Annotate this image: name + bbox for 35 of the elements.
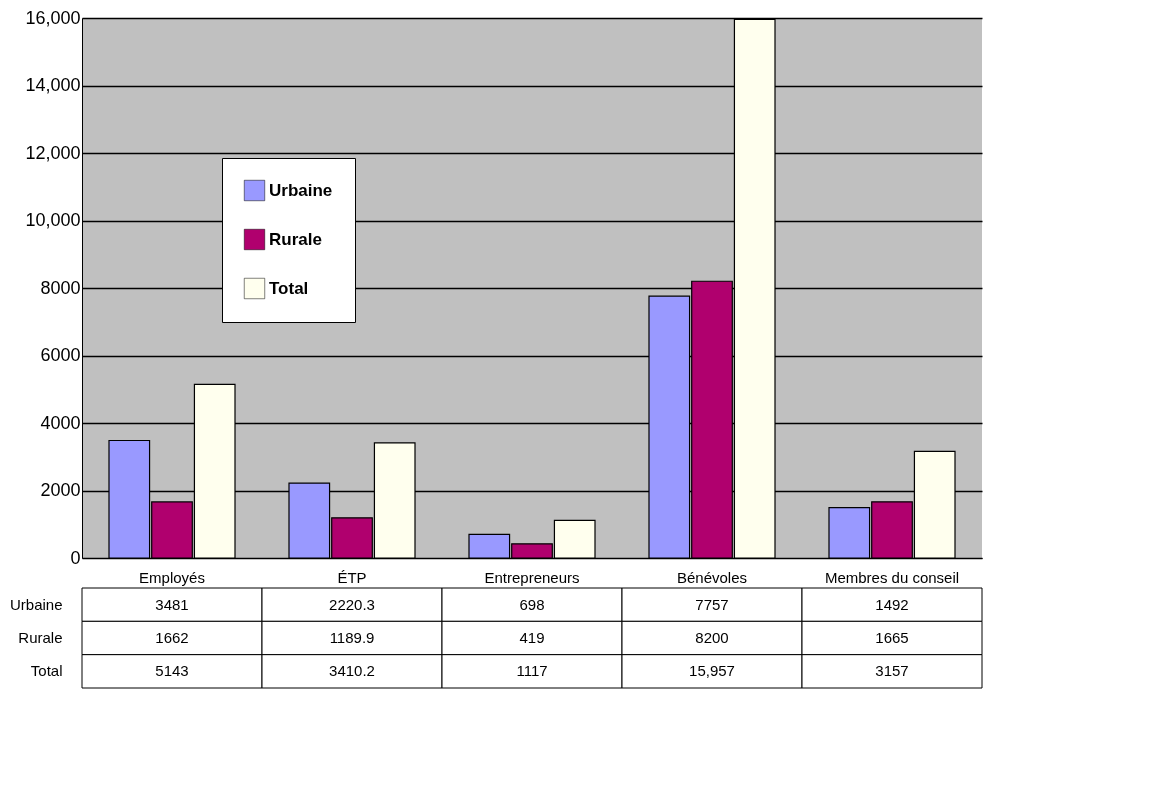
legend-label: Rurale: [269, 229, 322, 249]
data-label: 8200: [695, 629, 729, 646]
data-label: 419: [519, 629, 545, 646]
x-tick-label: Bénévoles: [676, 568, 748, 586]
y-tick-label: 12,000: [25, 142, 81, 163]
y-tick-label: 4000: [40, 412, 81, 433]
data-label: 1492: [875, 595, 909, 613]
x-tick-label: Employés: [139, 568, 205, 586]
data-label: 1117: [516, 662, 548, 680]
data-label: 1662: [155, 629, 189, 646]
y-tick-label: 10,000: [25, 210, 81, 230]
x-tick-label: Membres du conseil: [824, 568, 960, 586]
y-tick-label: 0: [70, 547, 81, 568]
data-label: 1189.9: [329, 629, 375, 646]
legend-label: Total: [269, 278, 309, 298]
text: Total: [30, 662, 63, 680]
text: Urbaine: [9, 595, 63, 613]
data-label: 3481: [155, 595, 189, 613]
data-label: 3410.2: [329, 662, 375, 680]
legend-label: Urbaine: [269, 180, 333, 200]
data-label: 2220.3: [329, 595, 375, 613]
y-tick-label: 14,000: [25, 75, 81, 95]
data-label: 5143: [155, 662, 189, 680]
y-tick-label: 16,000: [25, 7, 81, 28]
data-label: 3157: [875, 662, 909, 680]
x-tick-label: ÉTP: [337, 568, 367, 586]
data-label: 7757: [695, 595, 729, 613]
data-label: 15,957: [689, 662, 735, 680]
y-tick-label: 2000: [40, 480, 81, 500]
data-label: 1665: [875, 629, 909, 646]
y-tick-label: 8000: [40, 277, 81, 298]
text: Rurale: [18, 629, 63, 646]
y-tick-label: 6000: [40, 345, 81, 365]
data-label: 698: [519, 595, 545, 613]
x-tick-label: Entrepreneurs: [484, 568, 580, 586]
